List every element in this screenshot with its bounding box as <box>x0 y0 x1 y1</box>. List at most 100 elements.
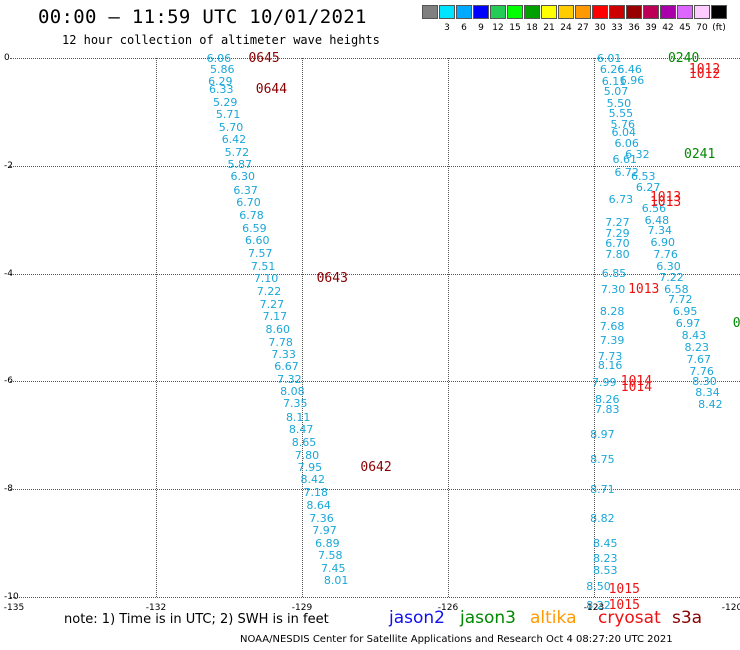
wave-height-value: 5.07 <box>603 85 629 99</box>
wave-height-value: 8.50 <box>586 580 611 594</box>
x-tick-label: -132 <box>145 603 167 613</box>
wave-height-value: 6.67 <box>274 360 299 374</box>
y-tick-label: -6 <box>4 376 13 387</box>
gridline-vertical <box>302 58 303 597</box>
wave-height-value: 8.97 <box>590 428 615 442</box>
wave-height-value: 8.82 <box>590 512 615 526</box>
wave-height-value: 7.36 <box>309 511 334 525</box>
wave-height-value: 6.61 <box>612 153 637 167</box>
gridline-horizontal <box>10 165 740 167</box>
wave-height-value: 6.85 <box>601 266 627 280</box>
scale-swatch <box>575 5 591 19</box>
wave-height-value: 8.47 <box>288 423 314 437</box>
wave-height-value: 8.45 <box>593 537 618 551</box>
wave-height-value: 6.42 <box>221 133 247 147</box>
y-tick-label: -10 <box>4 592 19 602</box>
wave-height-value: 8.22 <box>586 598 611 612</box>
wave-height-value: 6.72 <box>614 166 639 180</box>
pass-time-label: 1012 <box>688 62 721 78</box>
legend-jason2: jason2 <box>389 608 445 628</box>
wave-height-value: 7.99 <box>592 376 617 390</box>
scale-swatch <box>490 5 506 19</box>
scale-swatch <box>677 5 693 19</box>
wave-height-value: 5.55 <box>608 106 634 120</box>
pass-time-label: 0645 <box>248 51 280 66</box>
wave-height-value: 8.71 <box>590 483 615 497</box>
wave-height-value: 7.78 <box>268 335 293 349</box>
wave-height-value: 8.26 <box>594 392 620 406</box>
scale-swatch <box>456 5 472 19</box>
scale-label: 27 <box>577 23 589 33</box>
wave-height-value: 7.68 <box>599 320 625 334</box>
gridline-vertical <box>594 58 595 597</box>
chart-title: 00:00 – 11:59 UTC 10/01/2021 <box>38 6 367 28</box>
wave-height-value: 6.89 <box>315 536 340 550</box>
gridline-vertical <box>448 58 449 597</box>
scale-label: 45 <box>679 23 691 33</box>
legend-cryosat: cryosat <box>598 608 661 628</box>
wave-height-value: 8.60 <box>265 323 291 337</box>
y-tick-label: -2 <box>4 160 13 171</box>
scale-label: 6 <box>461 23 467 33</box>
wave-height-value: 7.33 <box>271 347 296 361</box>
wave-height-value: 5.87 <box>227 158 253 172</box>
plot-area: 6.06 5.86 6.29 6.33 5.29 5.71 5.70 6.42 5.72 5.87… <box>10 52 740 612</box>
wave-height-value: 7.76 <box>653 248 678 262</box>
wave-height-value: 7.95 <box>297 461 323 475</box>
scale-label: 39 <box>645 23 657 33</box>
wave-height-value: 6.90 <box>650 236 675 250</box>
wave-height-value: 6.73 <box>608 193 634 207</box>
wave-height-value: 6.11 <box>601 75 627 89</box>
scale-swatch <box>592 5 608 19</box>
scale-label: 30 <box>594 23 606 33</box>
wave-height-value: 7.58 <box>318 549 343 563</box>
wave-height-value: 6.33 <box>209 82 234 96</box>
scale-swatch <box>558 5 574 19</box>
scale-unit: (ft) <box>712 23 726 33</box>
wave-height-value: 7.39 <box>599 334 625 348</box>
pass-time-label: 1013 <box>628 281 660 297</box>
wave-height-value: 8.16 <box>597 359 623 373</box>
wave-height-value: 7.30 <box>600 282 626 296</box>
wave-height-value: 6.78 <box>239 208 264 222</box>
wave-height-value: 7.67 <box>686 352 711 366</box>
wave-height-value: 6.01 <box>596 52 622 65</box>
wave-height-value: 6.30 <box>230 170 255 184</box>
wave-height-value: 6.06 <box>614 137 639 151</box>
wave-height-value: 7.97 <box>312 524 337 538</box>
wave-height-value: 8.34 <box>695 386 720 400</box>
legend-s3a: s3a <box>672 608 703 628</box>
wave-height-value: 7.22 <box>659 270 684 284</box>
pass-time-label: 1014 <box>620 374 653 390</box>
wave-height-value: 6.32 <box>625 148 650 162</box>
scale-swatch <box>524 5 540 19</box>
wave-height-value: 7.29 <box>605 226 630 240</box>
scale-label: 42 <box>662 23 674 33</box>
wave-height-value: 8.23 <box>684 340 710 354</box>
pass-time-label: 0642 <box>360 460 392 476</box>
legend-jason3: jason3 <box>460 608 516 628</box>
pass-time-label: 0643 <box>316 271 348 287</box>
wave-height-value: 6.96 <box>619 74 645 88</box>
y-tick-label: -4 <box>4 268 13 279</box>
pass-time-label: 1013 <box>649 195 682 211</box>
wave-height-value: 5.86 <box>210 63 235 77</box>
wave-height-value: 8.53 <box>593 564 618 578</box>
wave-height-value: 5.72 <box>224 145 250 159</box>
wave-height-value: 6.60 <box>245 234 270 248</box>
wave-height-value: 6.53 <box>630 170 656 184</box>
x-tick-label: -123 <box>583 603 605 613</box>
wave-height-value: 6.58 <box>664 282 689 296</box>
scale-swatch <box>473 5 489 19</box>
pass-time-label: 1012 <box>688 67 721 83</box>
wave-height-value: 8.28 <box>599 305 625 319</box>
wave-height-value: 6.95 <box>672 305 698 319</box>
x-tick-label: -135 <box>3 603 25 613</box>
wave-height-value: 7.22 <box>256 284 282 298</box>
wave-height-value: 7.32 <box>277 372 302 386</box>
footer-note: note: 1) Time is in UTC; 2) SWH is in fe… <box>64 612 329 627</box>
wave-height-value: 7.76 <box>689 364 714 378</box>
wave-height-value: 6.26 <box>599 63 625 77</box>
scale-swatch <box>660 5 676 19</box>
scale-label: 70 <box>696 23 708 33</box>
